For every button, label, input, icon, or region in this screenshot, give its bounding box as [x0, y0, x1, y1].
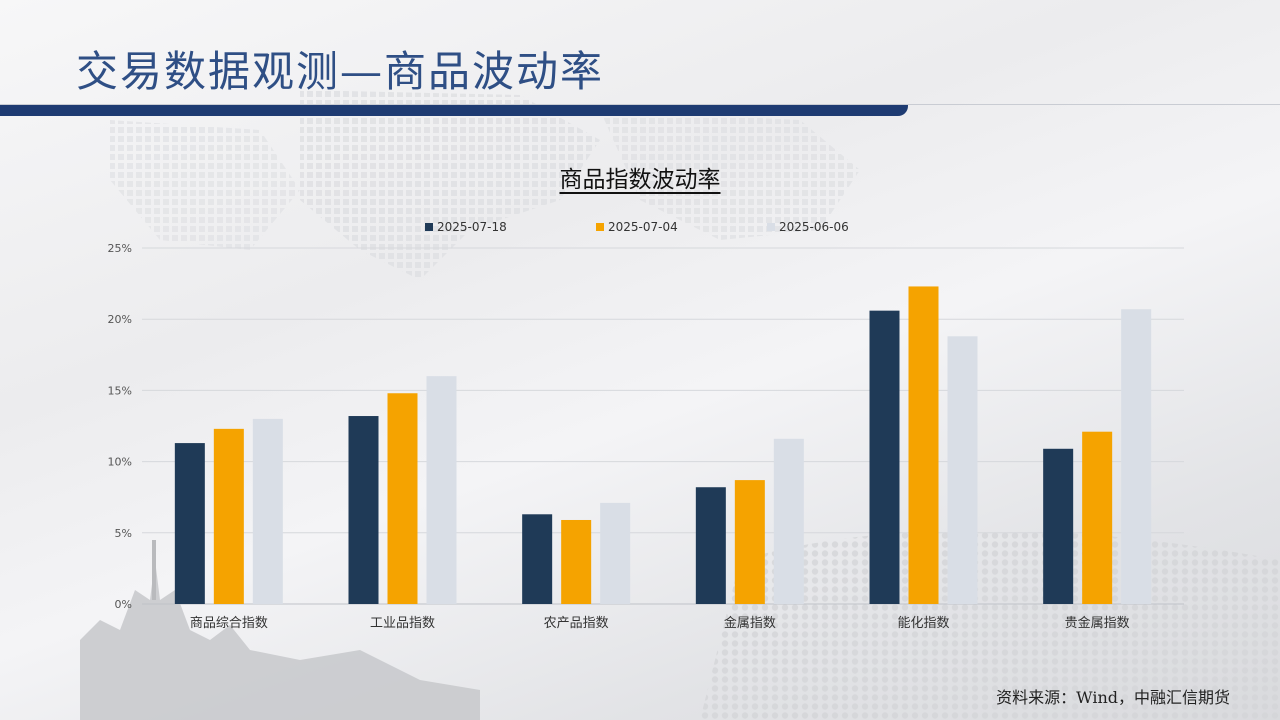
y-tick-label: 25% [108, 242, 132, 255]
x-tick-label: 贵金属指数 [1065, 615, 1130, 631]
legend-item-series-2: 2025-07-04 [596, 220, 678, 234]
bar [252, 418, 283, 604]
legend-swatch-series-2 [596, 223, 604, 231]
bar [600, 502, 631, 604]
x-tick-label: 能化指数 [897, 616, 949, 631]
source-note: 资料来源：Wind，中融汇信期货 [996, 688, 1230, 707]
x-tick-label: 金属指数 [724, 615, 776, 631]
y-tick-label: 15% [108, 384, 132, 397]
chart-title-text: 商品指数波动率 [559, 167, 721, 193]
bar [773, 438, 804, 604]
bar [734, 480, 765, 604]
legend-swatch-series-3 [767, 223, 775, 231]
bar [869, 310, 900, 604]
legend-item-series-1: 2025-07-18 [425, 220, 507, 234]
chart-legend: 2025-07-18 2025-07-04 2025-06-06 [0, 220, 1280, 240]
bar [908, 286, 939, 604]
bar [947, 336, 978, 604]
bar [1082, 431, 1113, 604]
legend-label-series-2: 2025-07-04 [608, 220, 678, 234]
bar [561, 519, 592, 604]
x-tick-label: 工业品指数 [370, 616, 435, 631]
slide-title: 交易数据观测—商品波动率 [76, 47, 605, 96]
bar [213, 428, 244, 604]
legend-label-series-3: 2025-06-06 [779, 220, 849, 234]
legend-label-series-1: 2025-07-18 [437, 220, 507, 234]
bar [1121, 309, 1152, 604]
title-accent-bar [0, 105, 908, 116]
bar [695, 487, 726, 604]
title-divider [0, 104, 1280, 105]
bar [1043, 448, 1074, 604]
x-tick-label: 商品综合指数 [190, 616, 268, 631]
bar [348, 416, 379, 604]
y-tick-label: 10% [108, 456, 132, 469]
bar [522, 514, 553, 604]
y-tick-label: 0% [115, 598, 132, 611]
bar [426, 376, 457, 604]
x-tick-label: 农产品指数 [544, 616, 609, 631]
y-tick-label: 20% [108, 313, 132, 326]
y-tick-label: 5% [115, 527, 132, 540]
bar [387, 393, 418, 604]
chart-title: 商品指数波动率 [0, 160, 1280, 194]
bar [174, 443, 205, 604]
legend-swatch-series-1 [425, 223, 433, 231]
legend-item-series-3: 2025-06-06 [767, 220, 849, 234]
